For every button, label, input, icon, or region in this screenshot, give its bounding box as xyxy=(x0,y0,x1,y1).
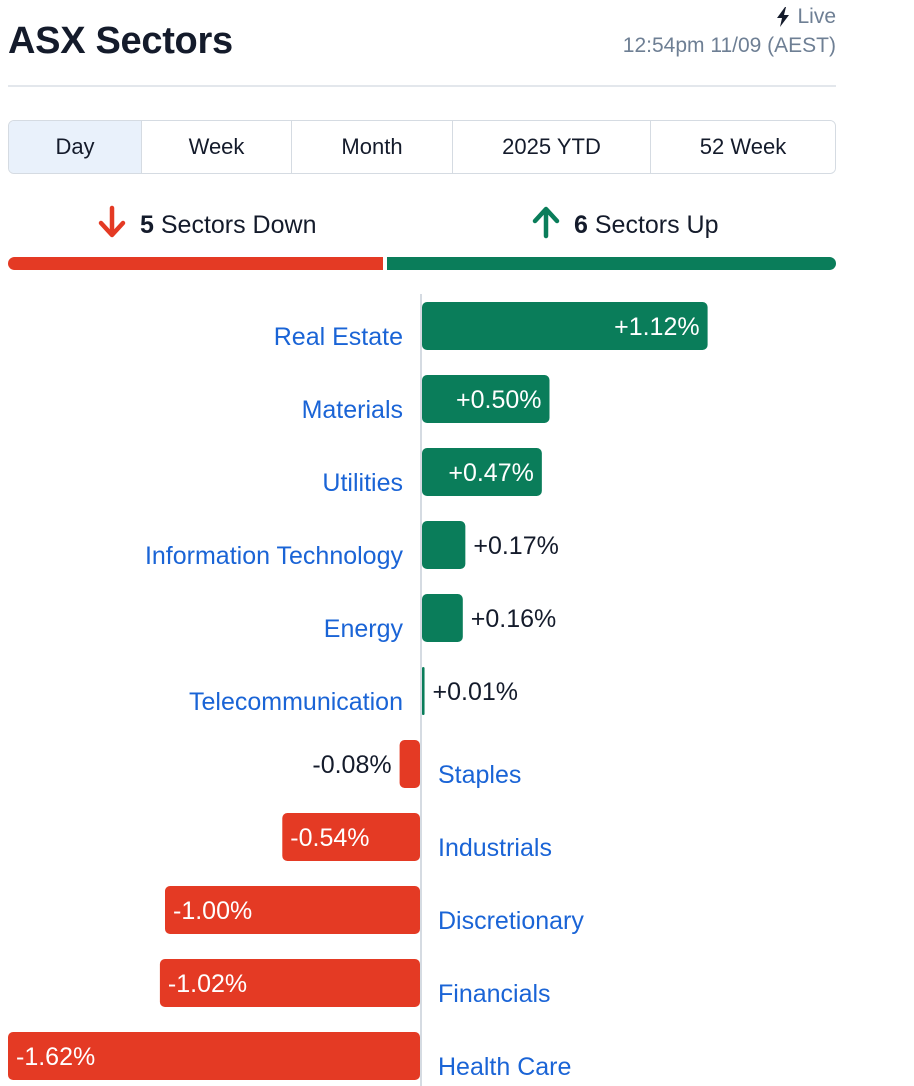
sector-label-real-estate[interactable]: Real Estate xyxy=(274,323,403,351)
sector-row-financials[interactable]: Financials -1.02% xyxy=(159,959,551,1008)
value-label-health-care: -1.62% xyxy=(16,1043,95,1071)
bar-utilities[interactable] xyxy=(422,448,542,496)
value-label-financials: -1.02% xyxy=(168,970,247,998)
live-indicator: Live xyxy=(775,4,836,30)
sector-label-energy[interactable]: Energy xyxy=(324,615,404,643)
tab-week[interactable]: Week xyxy=(142,121,292,173)
sector-row-staples[interactable]: Staples -0.08% xyxy=(312,740,521,789)
sector-row-information-technology[interactable]: Information Technology +0.17% xyxy=(145,521,559,570)
period-tabs: Day Week Month 2025 YTD 52 Week xyxy=(8,120,836,174)
sectors-up-summary: 6 Sectors Up xyxy=(530,205,719,245)
lightning-icon xyxy=(775,7,791,27)
tab-day[interactable]: Day xyxy=(9,121,142,173)
sector-row-industrials[interactable]: Industrials -0.54% xyxy=(282,813,552,862)
value-label-energy: +0.16% xyxy=(471,605,557,633)
value-label-discretionary: -1.00% xyxy=(173,897,252,925)
tab-month[interactable]: Month xyxy=(292,121,453,173)
sectors-up-text: Sectors Up xyxy=(594,210,719,239)
bar-discretionary[interactable] xyxy=(165,886,420,934)
sector-row-materials[interactable]: Materials +0.50% xyxy=(302,375,550,424)
arrow-down-icon xyxy=(96,205,128,246)
sector-row-discretionary[interactable]: Discretionary -1.00% xyxy=(165,886,584,935)
bar-financials[interactable] xyxy=(159,959,420,1007)
value-label-materials: +0.50% xyxy=(456,386,542,414)
bar-energy[interactable] xyxy=(422,594,463,642)
bar-staples[interactable] xyxy=(399,740,420,788)
bar-telecommunication[interactable] xyxy=(422,667,425,715)
header-divider xyxy=(8,85,836,87)
sector-label-utilities[interactable]: Utilities xyxy=(322,469,403,497)
sectors-down-count: 5 xyxy=(140,210,154,239)
sectors-down-text: Sectors Down xyxy=(160,210,317,239)
bar-industrials[interactable] xyxy=(282,813,420,861)
live-label: Live xyxy=(797,5,836,28)
sector-row-telecommunication[interactable]: Telecommunication +0.01% xyxy=(189,667,518,716)
sectors-down-ratio-bar xyxy=(8,257,383,270)
sector-row-real-estate[interactable]: Real Estate +1.12% xyxy=(274,302,708,351)
tab-52-week[interactable]: 52 Week xyxy=(651,121,835,173)
tab-2025-ytd[interactable]: 2025 YTD xyxy=(453,121,651,173)
sector-label-staples[interactable]: Staples xyxy=(438,761,521,789)
sector-label-health-care[interactable]: Health Care xyxy=(438,1053,571,1081)
sector-label-discretionary[interactable]: Discretionary xyxy=(438,907,584,935)
bar-real-estate[interactable] xyxy=(422,302,708,350)
sector-label-financials[interactable]: Financials xyxy=(438,980,551,1008)
sector-row-health-care[interactable]: Health Care -1.62% xyxy=(8,1032,571,1081)
sectors-up-ratio-bar xyxy=(387,257,836,270)
value-label-staples: -0.08% xyxy=(312,751,391,779)
sector-label-telecommunication[interactable]: Telecommunication xyxy=(189,688,403,716)
bar-materials[interactable] xyxy=(422,375,550,423)
sector-row-energy[interactable]: Energy +0.16% xyxy=(324,594,557,643)
value-label-industrials: -0.54% xyxy=(290,824,369,852)
sector-bar-chart: Real Estate +1.12% Materials +0.50% Utilitie… xyxy=(8,294,708,1086)
value-label-information-technology: +0.17% xyxy=(473,532,558,560)
bar-information-technology[interactable] xyxy=(422,521,466,569)
sector-row-utilities[interactable]: Utilities +0.47% xyxy=(322,448,542,497)
page-title: ASX Sectors xyxy=(8,20,233,62)
sectors-down-summary: 5 Sectors Down xyxy=(96,205,316,245)
sector-label-materials[interactable]: Materials xyxy=(302,396,403,424)
arrow-up-icon xyxy=(530,205,562,246)
bar-health-care[interactable] xyxy=(8,1032,420,1080)
sector-label-industrials[interactable]: Industrials xyxy=(438,834,552,862)
value-label-telecommunication: +0.01% xyxy=(433,678,519,706)
sector-label-information-technology[interactable]: Information Technology xyxy=(145,542,404,570)
timestamp: 12:54pm 11/09 (AEST) xyxy=(622,34,836,57)
value-label-utilities: +0.47% xyxy=(448,459,534,487)
value-label-real-estate: +1.12% xyxy=(614,313,700,341)
sectors-up-count: 6 xyxy=(574,210,588,239)
